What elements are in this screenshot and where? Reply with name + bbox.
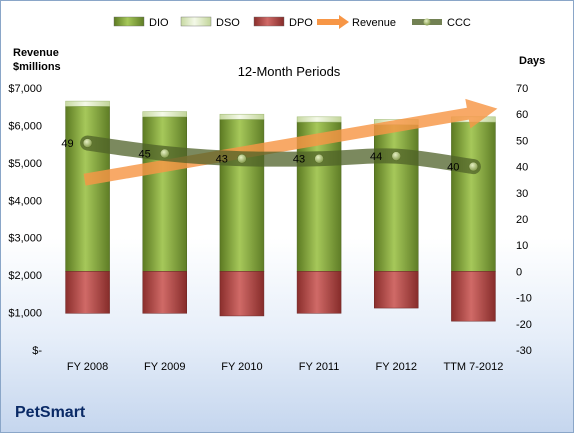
left-tick-label: $2,000 [8, 270, 42, 282]
right-tick-label: 10 [516, 240, 528, 252]
legend-label: Revenue [352, 17, 396, 29]
ccc-point [468, 161, 479, 172]
ccc-data-label: 43 [216, 154, 228, 166]
legend-label: DSO [216, 17, 240, 29]
right-tick-label: -10 [516, 293, 532, 305]
dso-bar [296, 116, 342, 123]
left-tick-label: $3,000 [8, 233, 42, 245]
left-tick-label: $6,000 [8, 120, 42, 132]
legend-label: CCC [447, 17, 471, 29]
ccc-point [314, 153, 324, 164]
ccc-point [82, 138, 93, 148]
left-axis: $- $1,000 $2,000 $3,000 $4,000 $5,000 $6,000 $7… [8, 83, 42, 357]
dio-bar [451, 121, 496, 272]
dso-bar [142, 111, 187, 118]
x-tick-label: TTM 7-2012 [443, 361, 503, 373]
ccc-data-label: 49 [61, 138, 73, 150]
bars-layer [65, 100, 496, 322]
legend: DIO DSO DPO Revenue CCC [113, 15, 471, 29]
right-axis: -30 -20 -10 0 10 20 30 40 50 60 70 [516, 83, 532, 357]
ccc-point [237, 153, 247, 164]
x-tick-label: FY 2012 [376, 361, 417, 373]
dso-bar [65, 100, 110, 107]
dio-bar [219, 119, 265, 272]
revenue-trend-arrow [83, 98, 498, 186]
legend-marker [423, 18, 431, 26]
x-tick-label: FY 2008 [67, 361, 108, 373]
dpo-bar [219, 271, 265, 317]
legend-item: DPO [253, 16, 313, 29]
ccc-data-label: 44 [370, 151, 382, 163]
legend-label: DPO [289, 17, 313, 29]
left-tick-label: $4,000 [8, 195, 42, 207]
left-axis-title: Revenue $millions [13, 47, 61, 73]
dpo-bar [374, 271, 419, 309]
legend-item: CCC [412, 17, 471, 29]
dpo-bar [296, 271, 342, 314]
ccc-data-label: 40 [447, 162, 459, 174]
x-tick-label: FY 2011 [299, 361, 340, 373]
ccc-data-label: 43 [293, 154, 305, 166]
dpo-bar [142, 271, 187, 314]
ccc-line-layer: 49 45 43 43 44 40 [61, 135, 481, 175]
dio-bar [374, 124, 419, 272]
right-tick-label: 0 [516, 266, 522, 278]
right-tick-label: 60 [516, 109, 528, 121]
right-axis-title: Days [519, 55, 545, 67]
dio-bar [65, 106, 110, 272]
legend-label: DIO [149, 17, 169, 29]
x-tick-label: FY 2009 [144, 361, 185, 373]
x-axis: FY 2008 FY 2009 FY 2010 FY 2011 FY 2012 TTM 7… [67, 361, 503, 373]
x-tick-label: FY 2010 [221, 361, 262, 373]
right-tick-label: 20 [516, 214, 528, 226]
ccc-point [391, 151, 402, 161]
left-tick-label: $7,000 [8, 83, 42, 95]
right-tick-label: 70 [516, 83, 528, 95]
right-tick-label: 30 [516, 188, 528, 200]
right-tick-label: 40 [516, 162, 528, 174]
legend-item: DSO [180, 16, 240, 29]
ccc-line [80, 135, 481, 175]
company-name: PetSmart [15, 404, 86, 421]
legend-item: DIO [113, 16, 169, 29]
legend-swatch [317, 15, 349, 29]
dso-bar [219, 113, 265, 120]
right-tick-label: -20 [516, 319, 532, 331]
revenue-trend-layer [83, 98, 498, 186]
ccc-point [159, 148, 170, 159]
right-tick-label: 50 [516, 135, 528, 147]
dio-bar [142, 116, 187, 272]
legend-swatch [253, 16, 285, 27]
legend-swatch [113, 16, 145, 27]
left-tick-label: $5,000 [8, 158, 42, 170]
chart-title: 12-Month Periods [238, 64, 341, 79]
ccc-data-label: 45 [139, 149, 151, 161]
left-tick-label: $- [32, 345, 42, 357]
dpo-bar [65, 271, 110, 314]
legend-item: Revenue [317, 15, 396, 29]
right-tick-label: -30 [516, 345, 532, 357]
left-tick-label: $1,000 [8, 308, 42, 320]
dpo-bar [451, 271, 496, 322]
legend-swatch [180, 16, 212, 27]
